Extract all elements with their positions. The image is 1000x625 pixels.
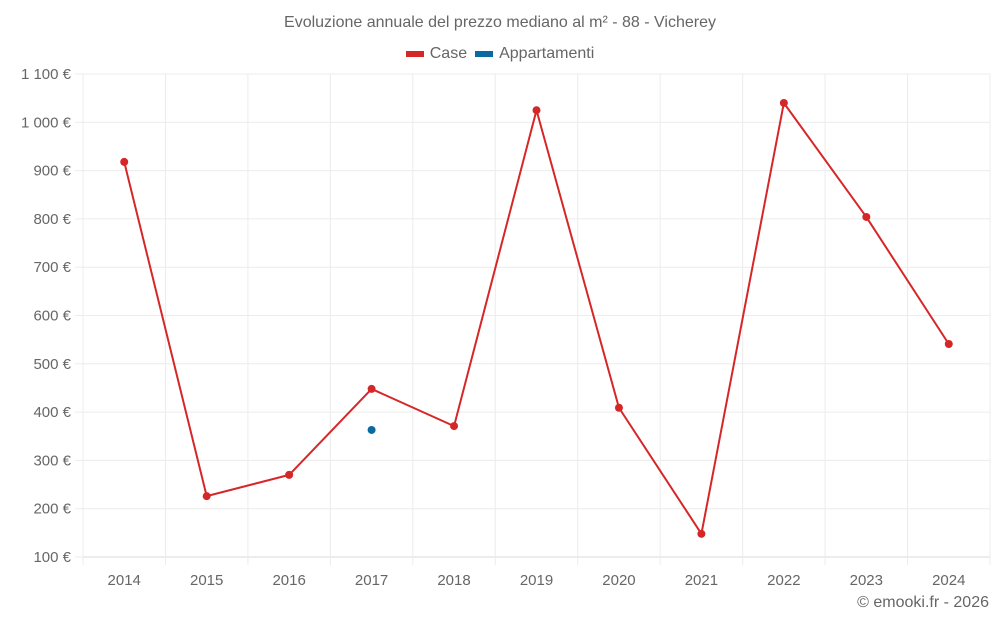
legend-swatch-case	[405, 51, 424, 57]
y-tick-label: 200 €	[33, 501, 71, 518]
x-tick-label: 2023	[850, 572, 883, 589]
data-point-case[interactable]	[202, 492, 211, 501]
data-point-case[interactable]	[779, 98, 788, 107]
y-tick-label: 900 €	[33, 163, 71, 180]
y-tick-label: 1 100 €	[21, 66, 72, 83]
y-tick-label: 800 €	[33, 211, 71, 228]
x-tick-label: 2021	[685, 572, 718, 589]
data-point-case[interactable]	[367, 384, 376, 393]
x-tick-label: 2014	[108, 572, 141, 589]
x-tick-label: 2018	[437, 572, 470, 589]
y-tick-label: 600 €	[33, 308, 71, 325]
data-point-case[interactable]	[862, 212, 871, 221]
y-tick-label: 500 €	[33, 356, 71, 373]
y-tick-label: 100 €	[33, 549, 71, 566]
legend-item-appartamenti[interactable]: Appartamenti	[475, 45, 594, 63]
legend: Case Appartamenti	[0, 45, 1000, 63]
legend-swatch-appartamenti	[475, 51, 494, 57]
data-point-appartamenti[interactable]	[367, 425, 376, 434]
data-point-case[interactable]	[532, 106, 541, 115]
data-point-case[interactable]	[450, 422, 459, 431]
y-tick-label: 300 €	[33, 452, 71, 469]
credit-text: © emooki.fr - 2026	[857, 594, 989, 611]
data-point-case[interactable]	[944, 339, 953, 348]
x-tick-label: 2019	[520, 572, 553, 589]
data-point-case[interactable]	[614, 403, 623, 412]
chart-title: Evoluzione annuale del prezzo mediano al…	[284, 14, 716, 31]
y-tick-label: 400 €	[33, 404, 71, 421]
x-tick-label: 2024	[932, 572, 965, 589]
x-tick-label: 2016	[272, 572, 305, 589]
data-point-case[interactable]	[120, 157, 129, 166]
y-tick-label: 700 €	[33, 259, 71, 276]
x-tick-label: 2020	[602, 572, 635, 589]
x-tick-label: 2022	[767, 572, 800, 589]
x-tick-label: 2017	[355, 572, 388, 589]
data-point-case[interactable]	[285, 470, 294, 479]
legend-label-appartamenti: Appartamenti	[499, 45, 595, 62]
y-tick-label: 1 000 €	[21, 114, 72, 131]
x-tick-label: 2015	[190, 572, 223, 589]
legend-item-case[interactable]: Case	[405, 45, 468, 63]
legend-label-case: Case	[429, 45, 468, 62]
data-point-case[interactable]	[697, 529, 706, 538]
